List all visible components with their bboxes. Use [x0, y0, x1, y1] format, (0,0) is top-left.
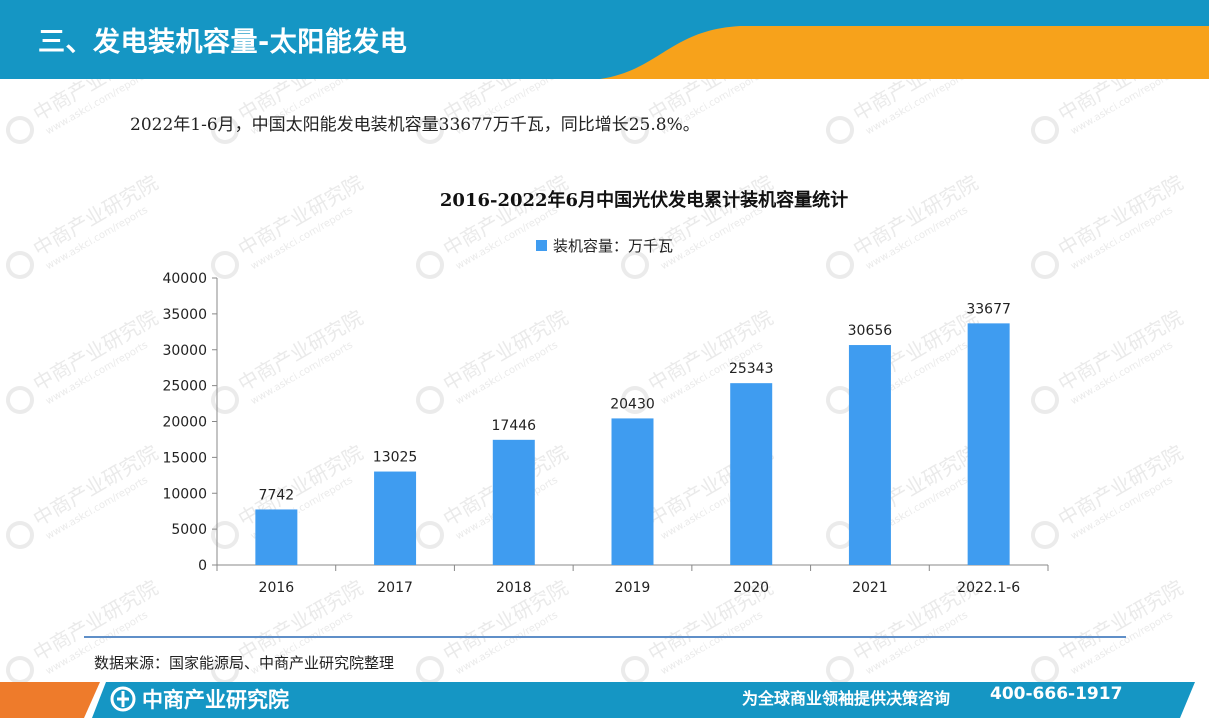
chart-legend: 装机容量：万千瓦 — [536, 237, 673, 255]
data-label: 13025 — [373, 450, 418, 466]
watermark-logo-icon — [211, 116, 239, 144]
footer-brand: 中商产业研究院 — [110, 685, 289, 713]
y-tick-label: 30000 — [162, 343, 207, 359]
bar — [492, 439, 535, 565]
data-source: 数据来源：国家能源局、中商产业研究院整理 — [94, 654, 395, 672]
watermark-logo-icon — [6, 521, 34, 549]
watermark-logo-icon — [211, 251, 239, 279]
legend-label: 装机容量：万千瓦 — [553, 237, 673, 255]
watermark-logo-icon — [416, 386, 444, 414]
divider-line — [84, 636, 1126, 638]
bar — [967, 323, 1010, 565]
x-tick-label: 2019 — [615, 580, 651, 596]
footer-phone: 400-666-1917 — [990, 684, 1123, 704]
bar — [255, 509, 298, 565]
bar — [611, 418, 654, 565]
chart-title: 2016-2022年6月中国光伏发电累计装机容量统计 — [440, 189, 848, 211]
data-label: 7742 — [259, 487, 295, 503]
y-tick-label: 15000 — [162, 450, 207, 466]
watermark-logo-icon — [416, 656, 444, 684]
data-label: 33677 — [966, 301, 1011, 317]
bar — [848, 345, 891, 565]
header-background — [0, 0, 1209, 79]
data-label: 17446 — [492, 418, 537, 434]
data-label: 20430 — [610, 396, 655, 412]
x-tick-label: 2021 — [852, 580, 888, 596]
page-title: 三、发电装机容量-太阳能发电 — [38, 27, 408, 58]
y-tick-label: 20000 — [162, 415, 207, 431]
watermark-logo-icon — [1031, 251, 1059, 279]
watermark-logo-icon — [211, 656, 239, 684]
watermark-logo-icon — [1031, 116, 1059, 144]
brand-name: 中商产业研究院 — [142, 688, 289, 712]
y-tick-label: 10000 — [162, 486, 207, 502]
watermark-logo-icon — [826, 656, 854, 684]
brand-logo-icon — [110, 686, 136, 712]
x-tick-label: 2018 — [496, 580, 532, 596]
watermark-logo-icon — [1031, 386, 1059, 414]
watermark-logo-icon — [416, 521, 444, 549]
y-tick-label: 0 — [198, 558, 207, 574]
watermark-logo-icon — [416, 116, 444, 144]
watermark-logo-icon — [826, 251, 854, 279]
x-tick-label: 2016 — [259, 580, 295, 596]
watermark-logo-icon — [621, 386, 649, 414]
watermark-logo-icon — [211, 521, 239, 549]
data-label: 25343 — [729, 361, 774, 377]
x-tick-label: 2017 — [377, 580, 413, 596]
watermark-logo-icon — [1031, 521, 1059, 549]
watermark-logo-icon — [1031, 656, 1059, 684]
y-tick-label: 25000 — [162, 379, 207, 395]
bar — [730, 383, 773, 565]
data-label: 30656 — [848, 323, 893, 339]
watermark-logo-icon — [211, 386, 239, 414]
footer-background — [0, 682, 1195, 718]
watermark-logo-icon — [6, 386, 34, 414]
watermark-logo-icon — [826, 116, 854, 144]
footer-slogan: 为全球商业领袖提供决策咨询 — [742, 689, 951, 708]
watermark-logo-icon — [621, 656, 649, 684]
watermark-logo-icon — [621, 116, 649, 144]
bar — [374, 471, 417, 565]
y-tick-label: 40000 — [162, 271, 207, 287]
x-tick-label: 2020 — [733, 580, 769, 596]
y-tick-label: 35000 — [162, 307, 207, 323]
watermark-logo-icon — [6, 656, 34, 684]
legend-swatch — [536, 240, 547, 251]
watermark-logo-icon — [621, 251, 649, 279]
header-bar: 三、发电装机容量-太阳能发电 — [0, 0, 1209, 79]
watermark-logo-icon — [416, 251, 444, 279]
watermark-logo-icon — [6, 251, 34, 279]
footer-bar — [0, 682, 1209, 718]
watermark-logo-icon — [6, 116, 34, 144]
summary-text: 2022年1-6月，中国太阳能发电装机容量33677万千瓦，同比增长25.8%。 — [130, 115, 700, 135]
x-tick-label: 2022.1-6 — [957, 580, 1020, 596]
y-tick-label: 5000 — [171, 522, 207, 538]
